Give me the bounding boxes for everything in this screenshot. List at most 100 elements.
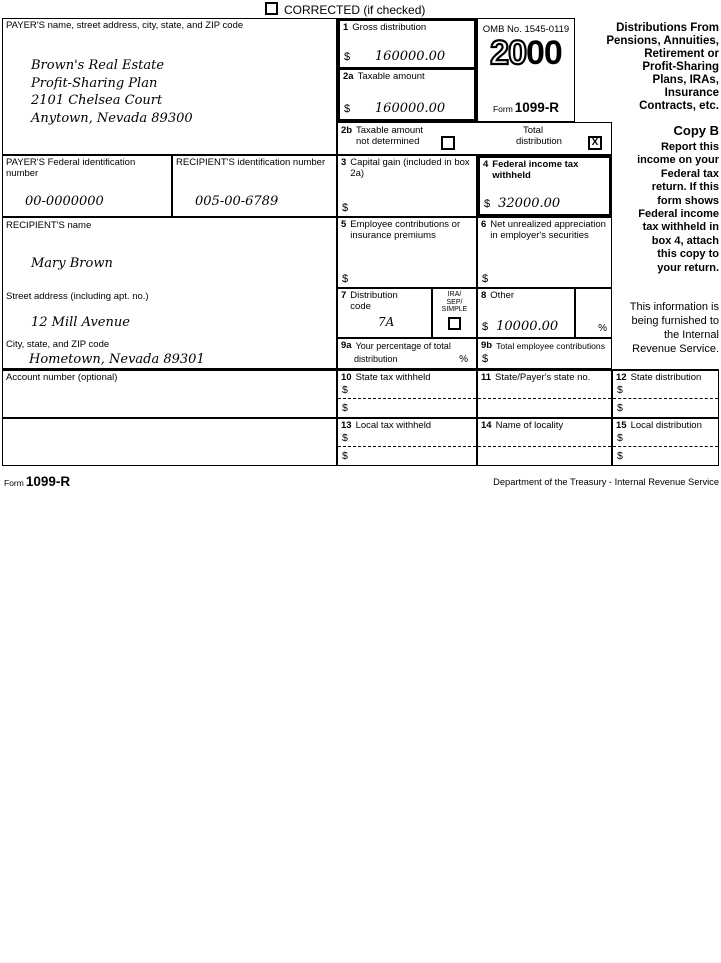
- payer-name-line: Brown's Real Estate: [31, 58, 165, 73]
- omb-number: OMB No. 1545-0119: [482, 24, 570, 35]
- dollar-sign: $: [344, 51, 351, 63]
- corrected-checkbox[interactable]: [265, 2, 278, 15]
- tax-year: 2000: [478, 35, 574, 71]
- box-14-number: 14: [481, 420, 492, 431]
- box-5-employee-contributions: 5 Employee contributions or insurance pre…: [337, 217, 477, 288]
- box-2b-number: 2b: [341, 125, 353, 136]
- box-13-local-tax-withheld: 13 Local tax withheld $ $: [337, 418, 477, 466]
- total-distribution-mark: X: [591, 137, 599, 148]
- recipient-id-value: 005-00-6789: [195, 194, 279, 209]
- ira-sep-simple-checkbox[interactable]: [448, 317, 461, 330]
- box-2b-row: 2b Taxable amount not determined Total d…: [337, 122, 612, 155]
- form-title-line: Contracts, etc.: [639, 100, 719, 112]
- copy-b-instructions-line: Federal income: [638, 208, 719, 221]
- total-distribution-label-1: Total: [523, 125, 544, 136]
- dollar-sign: $: [484, 198, 491, 210]
- irs-furnished-note: This information is being furnished to t…: [600, 300, 719, 356]
- irs-furnished-note-line: This information is: [629, 301, 719, 313]
- taxable-not-determined-checkbox[interactable]: [441, 136, 455, 150]
- irs-furnished-note-line: the Internal: [663, 329, 719, 341]
- box-8-number: 8: [481, 290, 487, 301]
- box-3-number: 3: [341, 157, 347, 168]
- city-state-zip-label: City, state, and ZIP code: [6, 339, 110, 350]
- dollar-sign: $: [617, 450, 623, 462]
- box-9a-number: 9a: [341, 340, 352, 351]
- box-11-label: State/Payer's state no.: [495, 372, 591, 383]
- entry-divider: [478, 446, 611, 447]
- box-2a-taxable-amount: 2a Taxable amount $160000.00: [337, 70, 477, 122]
- entry-divider: [338, 446, 476, 447]
- box-7-value: 7A: [378, 315, 395, 329]
- box-9a-label: Your percentage of total: [355, 341, 451, 351]
- box-1-label: Gross distribution: [352, 22, 427, 33]
- form-title-line: Retirement or: [644, 48, 719, 60]
- box-6-net-unrealized-appreciation: 6 Net unrealized appreciation in employer…: [477, 217, 612, 288]
- box-3-label: Capital gain (included in box 2a): [350, 157, 470, 179]
- box-5-number: 5: [341, 219, 347, 230]
- footer-department: Department of the Treasury - Internal Re…: [493, 477, 719, 487]
- box-12-label: State distribution: [630, 372, 702, 383]
- recipient-id-box: RECIPIENT'S identification number 005-00…: [172, 155, 337, 217]
- ira-sep-simple-label: SIMPLE: [441, 306, 468, 313]
- form-title-line: Pensions, Annuities,: [606, 35, 719, 47]
- payer-name-line: Profit-Sharing Plan: [31, 75, 158, 91]
- box-9b-label: Total employee contributions: [496, 341, 606, 351]
- payer-fed-id-value: 00-0000000: [25, 194, 104, 209]
- box-8-percent-cell: %: [575, 288, 612, 338]
- copy-b-instructions-line: this copy to: [657, 248, 719, 261]
- box-14-name-of-locality: 14 Name of locality: [477, 418, 612, 466]
- form-number-block: Form 1099-R: [478, 99, 574, 117]
- recipient-name-label: RECIPIENT'S name: [6, 220, 92, 231]
- recipient-info-box: RECIPIENT'S name Mary Brown Street addre…: [2, 217, 337, 369]
- total-distribution-checkbox[interactable]: X: [588, 136, 602, 150]
- entry-divider: [613, 398, 718, 399]
- box-9b-number: 9b: [481, 340, 493, 351]
- street-address-value: 12 Mill Avenue: [31, 315, 130, 330]
- irs-furnished-note-line: Revenue Service.: [632, 343, 719, 355]
- recipient-id-label: RECIPIENT'S identification number: [176, 157, 326, 168]
- form-title-line: Profit-Sharing: [642, 61, 719, 73]
- dollar-sign: $: [617, 432, 623, 444]
- copy-b-instructions: Report this income on your Federal tax r…: [605, 141, 719, 275]
- form-title-line: Insurance: [664, 87, 719, 99]
- ira-sep-simple-label: IRA/: [447, 291, 462, 298]
- box-12-state-distribution: 12 State distribution $ $: [612, 369, 719, 418]
- box-6-label: Net unrealized appreciation in employer'…: [490, 219, 606, 241]
- dollar-sign: $: [342, 450, 348, 462]
- box-2a-value: 160000.00: [374, 101, 446, 116]
- box-10-label: State tax withheld: [355, 372, 431, 383]
- street-address-label: Street address (including apt. no.): [6, 291, 149, 302]
- ira-sep-simple-label: SEP/: [446, 298, 463, 306]
- box-13-label: Local tax withheld: [355, 420, 432, 431]
- box-10-number: 10: [341, 372, 352, 383]
- form-title-line: Plans, IRAs,: [652, 74, 719, 86]
- payer-name-label: PAYER'S name, street address, city, stat…: [6, 20, 244, 31]
- copy-b-instructions-line: tax withheld in: [642, 221, 719, 234]
- box-4-federal-tax-withheld: 4 Federal income tax withheld $32000.00: [477, 155, 612, 217]
- box-2a-number: 2a: [343, 71, 354, 82]
- footer-form-word: Form: [4, 478, 24, 488]
- box-2a-label: Taxable amount: [357, 71, 425, 82]
- payer-name-box: PAYER'S name, street address, city, stat…: [2, 18, 337, 155]
- box-8-other: 8 Other $10000.00: [477, 288, 575, 338]
- box-15-local-distribution: 15 Local distribution $ $: [612, 418, 719, 466]
- dollar-sign: $: [342, 202, 349, 214]
- box-15-label: Local distribution: [630, 420, 702, 431]
- payer-name-line: Anytown, Nevada 89300: [31, 110, 193, 126]
- box-6-number: 6: [481, 219, 487, 230]
- box-1-value: 160000.00: [374, 49, 446, 64]
- box-7-label: code: [350, 300, 371, 312]
- box-14-label: Name of locality: [495, 420, 564, 431]
- box-7-label: Distribution: [350, 290, 398, 301]
- box-4-label: Federal income tax withheld: [492, 159, 579, 181]
- box-9b-total-employee-contributions: 9b Total employee contributions $: [477, 338, 612, 369]
- payer-fed-id-label: PAYER'S Federal identification number: [6, 157, 136, 179]
- entry-divider: [478, 398, 611, 399]
- copy-b-label: Copy B: [673, 123, 720, 138]
- dollar-sign: $: [617, 402, 623, 414]
- account-number-label: Account number (optional): [6, 372, 118, 383]
- copy-b-instructions-line: return. If this: [651, 181, 719, 194]
- box-2b-not-determined-label: not determined: [356, 136, 420, 147]
- dollar-sign: $: [482, 321, 489, 333]
